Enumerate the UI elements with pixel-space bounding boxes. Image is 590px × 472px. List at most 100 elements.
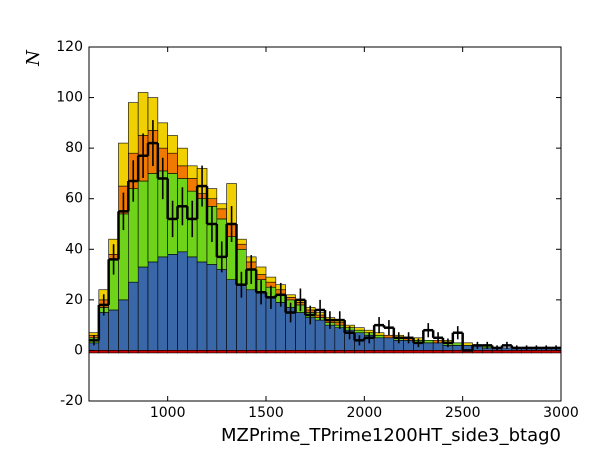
bar	[157, 350, 168, 354]
bar	[128, 188, 139, 283]
bar	[118, 299, 129, 351]
y-tick-label: 120	[56, 39, 83, 55]
bar	[373, 337, 385, 351]
bar	[423, 350, 434, 354]
bar	[354, 329, 365, 334]
y-tick-label: 0	[74, 342, 83, 358]
bar	[177, 165, 188, 179]
bar	[432, 342, 444, 351]
x-tick-label: 1500	[248, 405, 284, 421]
bar	[265, 276, 277, 283]
bar	[196, 261, 208, 351]
bar	[98, 350, 109, 354]
bar	[206, 198, 218, 207]
bar	[314, 350, 326, 354]
y-tick-label: 60	[65, 191, 83, 207]
bar	[472, 350, 483, 354]
bar	[246, 289, 257, 351]
bar	[413, 350, 424, 354]
bar	[511, 350, 522, 354]
bar	[187, 165, 198, 179]
bar	[88, 332, 100, 336]
bar	[236, 238, 247, 245]
bar	[98, 312, 109, 351]
bar	[265, 350, 277, 354]
bar	[137, 350, 149, 354]
bar	[167, 254, 178, 351]
y-axis-label: N	[23, 49, 44, 67]
x-axis-label: MZPrime_TPrime1200HT_side3_btag0	[221, 425, 561, 446]
bar	[383, 334, 395, 339]
bar	[452, 345, 463, 351]
bar	[147, 261, 159, 351]
bar	[137, 180, 149, 268]
bar	[157, 256, 168, 351]
bar	[482, 350, 493, 354]
bar	[305, 350, 316, 354]
bar	[324, 350, 336, 354]
bar	[334, 350, 345, 354]
bar	[275, 350, 286, 354]
bar	[354, 327, 365, 331]
bar	[462, 342, 473, 346]
bar	[521, 350, 532, 354]
bar	[216, 208, 227, 220]
bar	[393, 350, 404, 354]
bar	[216, 269, 227, 351]
bar	[196, 350, 208, 354]
x-tick-label: 2500	[445, 405, 481, 421]
bar	[108, 309, 119, 351]
bar	[177, 147, 188, 167]
bar	[423, 340, 434, 344]
bar	[255, 350, 267, 354]
bar	[531, 350, 542, 354]
x-tick-label: 1000	[150, 405, 186, 421]
bar	[147, 173, 159, 263]
y-tick-label: 100	[56, 90, 83, 106]
bar	[541, 350, 552, 354]
bar	[403, 350, 414, 354]
bar	[255, 266, 267, 275]
bar	[226, 279, 237, 351]
bar	[383, 337, 395, 351]
bar	[196, 198, 208, 263]
bar	[128, 350, 139, 354]
bar	[177, 350, 188, 354]
bar	[295, 350, 306, 354]
bar	[206, 188, 218, 200]
bar	[226, 236, 237, 280]
bar	[108, 350, 119, 354]
frame	[88, 46, 562, 402]
bar	[216, 350, 227, 354]
bar	[373, 350, 385, 354]
y-tick-label: 40	[65, 241, 83, 257]
bar	[206, 350, 218, 354]
bar	[285, 294, 296, 298]
bar	[236, 243, 247, 250]
bar	[295, 312, 306, 351]
x-tick-label: 3000	[543, 405, 579, 421]
x-tick-label: 2000	[347, 405, 383, 421]
bar	[373, 334, 385, 339]
bar	[334, 327, 345, 351]
bar	[501, 350, 513, 354]
bar	[118, 350, 129, 354]
bar	[423, 342, 434, 351]
bar	[206, 264, 218, 351]
bar	[314, 319, 326, 351]
y-tick-label: -20	[60, 393, 83, 409]
bar	[167, 350, 178, 354]
bar	[364, 350, 375, 354]
bar	[354, 350, 365, 354]
bar	[187, 350, 198, 354]
bar	[255, 274, 267, 280]
bar	[383, 350, 395, 354]
bar	[452, 350, 463, 354]
bar	[167, 152, 178, 174]
bar	[157, 122, 168, 149]
bar	[187, 178, 198, 192]
bar	[187, 256, 198, 351]
bar	[236, 350, 247, 354]
bar	[147, 350, 159, 354]
bar	[137, 266, 149, 351]
